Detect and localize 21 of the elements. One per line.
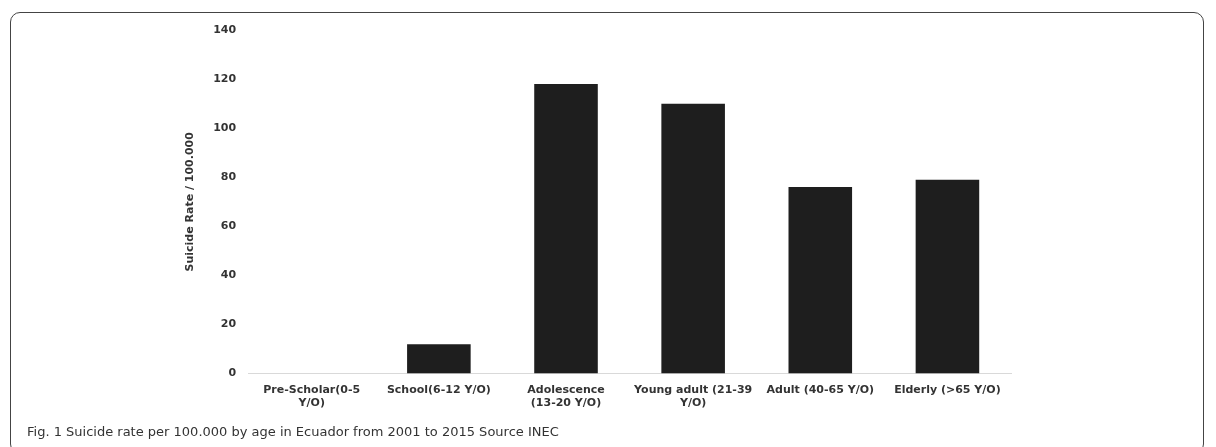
- y-tick-label: 40: [220, 268, 237, 282]
- y-tick-label: 120: [213, 71, 237, 85]
- y-tick-label: 0: [228, 366, 237, 380]
- bar: [534, 83, 598, 374]
- y-tick-label: 100: [213, 121, 237, 135]
- bar: [915, 179, 980, 374]
- bar: [661, 103, 725, 374]
- x-tick-label: School(6-12 Y/O): [386, 383, 491, 397]
- y-tick-label: 140: [213, 22, 237, 36]
- x-tick-label: Adolescence (13-20 Y/O): [527, 383, 605, 410]
- caption: Fig. 1 Suicide rate per 100.000 by age in Ecuador from 2001 to 2015 Source INEC: [27, 424, 559, 439]
- y-axis-title: Suicide Rate / 100.000: [183, 131, 197, 272]
- x-tick-label: Elderly (>65 Y/O): [894, 383, 1001, 397]
- y-tick-label: 20: [220, 317, 237, 331]
- x-tick-label: Pre-Scholar(0-5 Y/O): [263, 383, 361, 410]
- x-tick-label: Young adult (21-39 Y/O): [633, 383, 753, 410]
- bar: [788, 187, 853, 374]
- y-tick-label: 80: [220, 170, 237, 184]
- x-tick-label: Adult (40-65 Y/O): [766, 383, 875, 397]
- bar: [407, 344, 471, 374]
- y-tick-label: 60: [220, 219, 237, 233]
